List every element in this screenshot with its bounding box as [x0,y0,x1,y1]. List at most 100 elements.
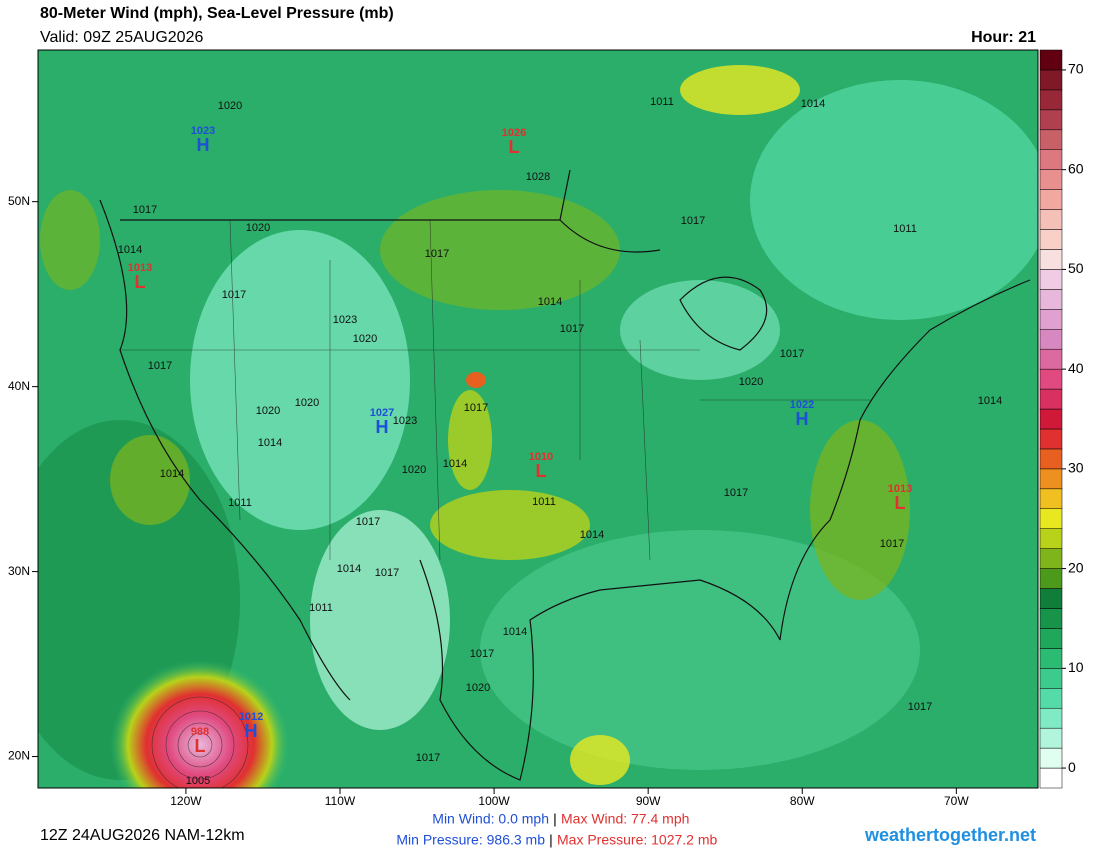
colorbar-bin [1039,388,1063,410]
isobar-label: 1020 [353,333,377,345]
isobar-label: 1020 [218,100,242,112]
colorbar-bin [1039,169,1063,190]
isobar-label: 1017 [724,487,748,499]
pressure-center-letter: H [197,135,210,155]
isobar-label: 1017 [681,215,705,227]
colorbar-tick-label: 0 [1068,759,1076,775]
colorbar-bin [1039,89,1063,111]
colorbar-bin [1039,428,1063,450]
y-tick-label: 50N [8,194,30,208]
map-frame [37,49,1039,789]
isobar-label: 1014 [801,98,825,110]
isobar-label: 1011 [650,96,674,108]
y-tick-label: 20N [8,749,30,763]
x-tick-label: 80W [790,794,815,808]
isobar-label: 1014 [538,296,562,308]
isobar-label: 1011 [893,223,917,235]
x-tick-label: 70W [944,794,969,808]
pressure-center-letter: L [509,137,520,157]
min-pressure: Min Pressure: 986.3 mb [396,832,545,848]
colorbar-bin [1039,648,1063,669]
colorbar-bin [1039,129,1063,150]
isobar-label: 1014 [580,529,604,541]
colorbar-bin [1039,568,1063,589]
isobar-label: 1020 [466,682,490,694]
colorbar-bin [1039,269,1063,290]
colorbar-bin [1039,628,1063,649]
colorbar-bin [1039,508,1063,529]
pressure-center-value: 1013 [128,262,152,274]
colorbar-tick-label: 20 [1068,559,1084,575]
x-tick-label: 90W [636,794,661,808]
colorbar-bin [1039,149,1063,170]
colorbar-bin [1039,189,1063,210]
y-tick-label: 40N [8,379,30,393]
max-wind: Max Wind: 77.4 mph [561,811,689,827]
isobar-label: 1011 [228,497,252,509]
x-tick-label: 120W [170,794,202,808]
pressure-center-value: 1027 [370,407,394,419]
isobar-label: 1020 [402,464,426,476]
isobar-label: 1014 [978,395,1002,407]
isobar-label: 1011 [532,496,556,508]
colorbar-tick-label: 60 [1068,160,1084,176]
pressure-center-letter: L [536,461,547,481]
isobar-label: 1014 [503,626,527,638]
site-credit: weathertogether.net [864,825,1036,845]
x-tick-label: 100W [478,794,510,808]
isobar-label: 1020 [295,397,319,409]
isobar-label: 1017 [133,204,157,216]
isobar-label: 1023 [333,314,357,326]
colorbar-bin [1039,707,1063,729]
model-run: 12Z 24AUG2026 NAM-12km [40,827,245,844]
colorbar-bin [1039,608,1063,629]
colorbar-bin [1039,548,1063,569]
isobar-label: 1014 [443,458,467,470]
isobar-label: 1017 [356,516,380,528]
colorbar-bin [1039,348,1063,370]
colorbar-bin [1039,289,1063,310]
pressure-center-value: 1022 [790,399,814,411]
isobar-label: 1020 [246,222,270,234]
colorbar-bin [1039,468,1063,490]
colorbar-bin [1039,229,1063,250]
isobar-label: 1020 [256,405,280,417]
isobar-label: 1014 [258,437,282,449]
forecast-hour: Hour: 21 [971,29,1036,46]
isobar-label: 1020 [739,376,763,388]
colorbar-bin [1039,668,1063,689]
isobar-label: 1017 [222,289,246,301]
colorbar-tick-label: 70 [1068,61,1084,77]
y-tick-label: 30N [8,564,30,578]
colorbar-bin [1039,328,1063,350]
pressure-center-letter: H [376,417,389,437]
colorbar-bin [1039,368,1063,390]
separator: | [549,832,553,848]
colorbar-bin [1039,588,1063,609]
pressure-center-value: 1010 [529,451,553,463]
isobar-label: 1014 [337,563,361,575]
colorbar-tick-label: 10 [1068,659,1084,675]
isobar-label: 1005 [186,775,210,787]
isobar-label: 1017 [375,567,399,579]
colorbar-bin [1039,688,1063,709]
pressure-center-letter: L [135,272,146,292]
colorbar-bin [1039,309,1063,330]
colorbar-bin [1039,767,1063,789]
isobar-label: 1023 [393,415,417,427]
isobar-label: 1014 [160,468,184,480]
max-pressure: Max Pressure: 1027.2 mb [557,832,718,848]
separator: | [553,811,557,827]
title: 80-Meter Wind (mph), Sea-Level Pressure … [40,5,394,22]
pressure-center-value: 1026 [502,127,526,139]
isobar-label: 1014 [118,244,142,256]
colorbar-tick-label: 40 [1068,360,1084,376]
pressure-center-value: 988 [191,726,209,738]
colorbar-bin [1039,408,1063,430]
colorbar-bin [1039,109,1063,131]
colorbar-bin [1039,249,1063,270]
colorbar-tick-label: 50 [1068,260,1084,276]
isobar-label: 1017 [908,701,932,713]
colorbar-bin [1039,528,1063,549]
